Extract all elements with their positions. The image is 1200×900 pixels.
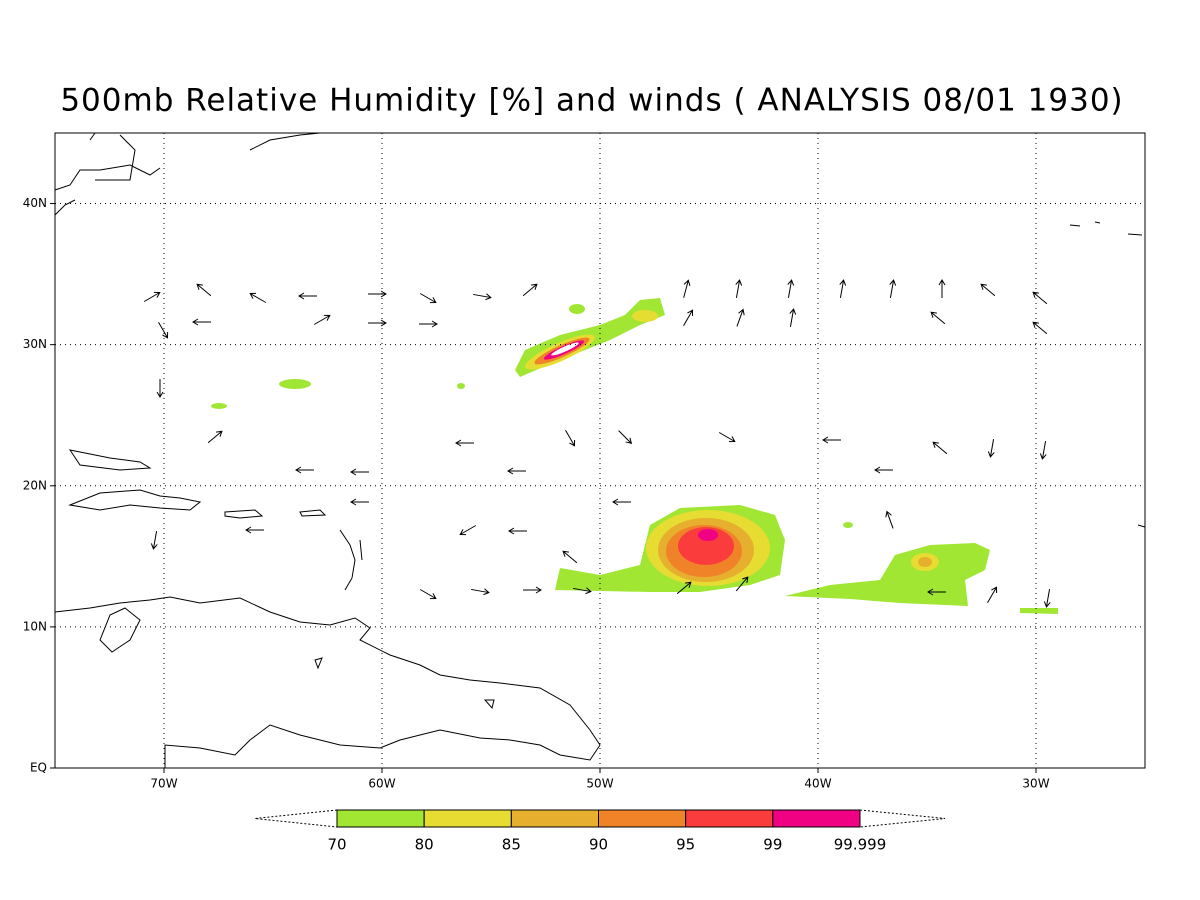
- y-tick-label: EQ: [30, 761, 47, 775]
- humidity-area: [457, 383, 465, 389]
- x-tick-label: 40W: [804, 777, 831, 791]
- humidity-area: [279, 379, 311, 389]
- colorbar-label: 80: [415, 836, 434, 854]
- chart-title: 500mb Relative Humidity [%] and winds ( …: [60, 83, 1123, 119]
- y-tick-label: 20N: [23, 478, 47, 492]
- humidity-area: [211, 403, 227, 409]
- humidity-area: [785, 543, 990, 606]
- humidity-field: [211, 298, 1058, 614]
- colorbar-extension: [254, 809, 946, 828]
- colorbar-label: 99.999: [834, 836, 887, 854]
- colorbar-swatch: [598, 809, 687, 828]
- colorbar-label: 99: [763, 836, 782, 854]
- humidity-area: [1020, 608, 1058, 614]
- colorbar-label: 85: [502, 836, 521, 854]
- colorbar-label: 70: [327, 836, 346, 854]
- x-tick-label: 70W: [150, 777, 177, 791]
- humidity-area: [632, 310, 658, 322]
- humidity-area: [918, 557, 932, 567]
- x-tick-label: 30W: [1022, 777, 1049, 791]
- colorbar-swatch: [423, 809, 512, 828]
- axes: 70W 60W 50W 40W 30W EQ 10N 20N 30N 40N: [23, 133, 1145, 791]
- y-tick-label: 40N: [23, 196, 47, 210]
- colorbar-swatch: [510, 809, 600, 828]
- x-tick-label: 50W: [586, 777, 613, 791]
- y-tick-label: 30N: [23, 337, 47, 351]
- colorbar-swatch: [772, 809, 861, 828]
- humidity-area: [698, 529, 718, 541]
- humidity-area: [551, 342, 579, 356]
- colorbar: 70 80 85 90 95 99 99.999: [254, 809, 946, 854]
- y-tick-label: 10N: [23, 619, 47, 633]
- humidity-area: [569, 304, 585, 314]
- colorbar-swatch: [336, 809, 425, 828]
- colorbar-label: 95: [676, 836, 695, 854]
- x-tick-label: 60W: [368, 777, 395, 791]
- humidity-area: [678, 527, 734, 565]
- colorbar-label: 90: [589, 836, 608, 854]
- coastlines: [54, 132, 1146, 768]
- humidity-area: [843, 522, 853, 528]
- colorbar-swatch: [685, 809, 774, 828]
